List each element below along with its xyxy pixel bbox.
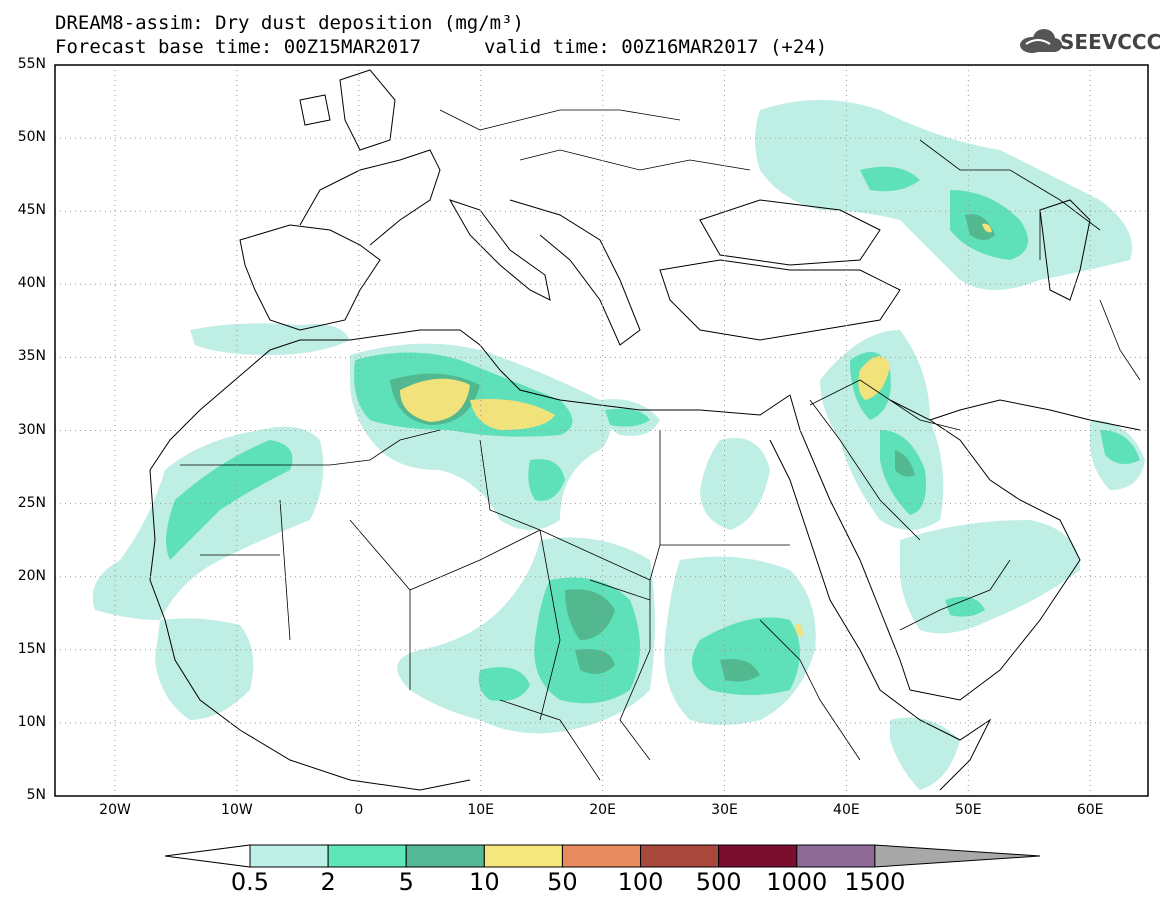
colorbar-label-50: 50	[547, 868, 578, 896]
lat-label-55N: 55N	[17, 56, 46, 72]
lat-label-15N: 15N	[17, 640, 46, 657]
seevccc-logo	[1020, 29, 1062, 53]
colorbar-label-500: 500	[695, 868, 742, 896]
colorbar-left-arrow	[164, 844, 251, 868]
colorbar-label-1500: 1500	[844, 868, 906, 896]
lon-label-10W: 10W	[221, 802, 253, 818]
colorbar-segment	[796, 844, 876, 868]
colorbar-segment	[640, 844, 720, 868]
lat-label-35N: 35N	[17, 348, 46, 365]
colorbar-label-10: 10	[469, 868, 500, 896]
colorbar-label-2: 2	[320, 868, 336, 896]
lon-label-40E: 40E	[833, 802, 860, 818]
lon-label-50E: 50E	[954, 802, 982, 818]
colorbar-segment	[718, 844, 798, 868]
coastlines	[149, 69, 1141, 791]
map-frame	[54, 64, 1149, 797]
dust-level-10	[400, 223, 992, 637]
lat-label-20N: 20N	[17, 567, 46, 584]
colorbar	[164, 844, 1041, 868]
lon-label-20E: 20E	[589, 802, 616, 818]
lon-label-20W: 20W	[99, 802, 131, 818]
grid-lines	[55, 65, 1148, 796]
dust-field	[92, 100, 1145, 790]
colorbar-label-1000: 1000	[766, 868, 828, 896]
lat-label-45N: 45N	[17, 202, 46, 219]
colorbar-right-arrow	[874, 844, 1041, 868]
lat-label-5N: 5N	[26, 787, 46, 803]
lon-label-10E: 10E	[467, 802, 495, 818]
colorbar-label-100: 100	[617, 868, 664, 896]
map-title: DREAM8-assim: Dry dust deposition (mg/m³…	[55, 12, 524, 34]
lon-label-0: 0	[354, 802, 364, 818]
colorbar-label-5: 5	[398, 868, 414, 896]
colorbar-segment	[561, 844, 642, 868]
lat-label-40N: 40N	[17, 275, 46, 292]
colorbar-segment	[249, 844, 329, 868]
colorbar-label-0.5: 0.5	[230, 868, 270, 896]
country-borders	[180, 109, 1141, 781]
colorbar-segment	[327, 844, 407, 868]
lat-label-50N: 50N	[17, 129, 46, 146]
logo-text: SEEVCCC	[1060, 30, 1162, 54]
valid-time: valid time: 00Z16MAR2017 (+24)	[484, 36, 828, 58]
lon-label-60E: 60E	[1076, 802, 1104, 818]
lat-label-25N: 25N	[17, 494, 46, 511]
forecast-base-time: Forecast base time: 00Z15MAR2017	[55, 36, 422, 58]
lon-label-30E: 30E	[711, 802, 738, 818]
colorbar-segment	[405, 844, 485, 868]
lat-label-30N: 30N	[17, 421, 46, 438]
lat-label-10N: 10N	[17, 713, 46, 730]
colorbar-segment	[483, 844, 563, 868]
